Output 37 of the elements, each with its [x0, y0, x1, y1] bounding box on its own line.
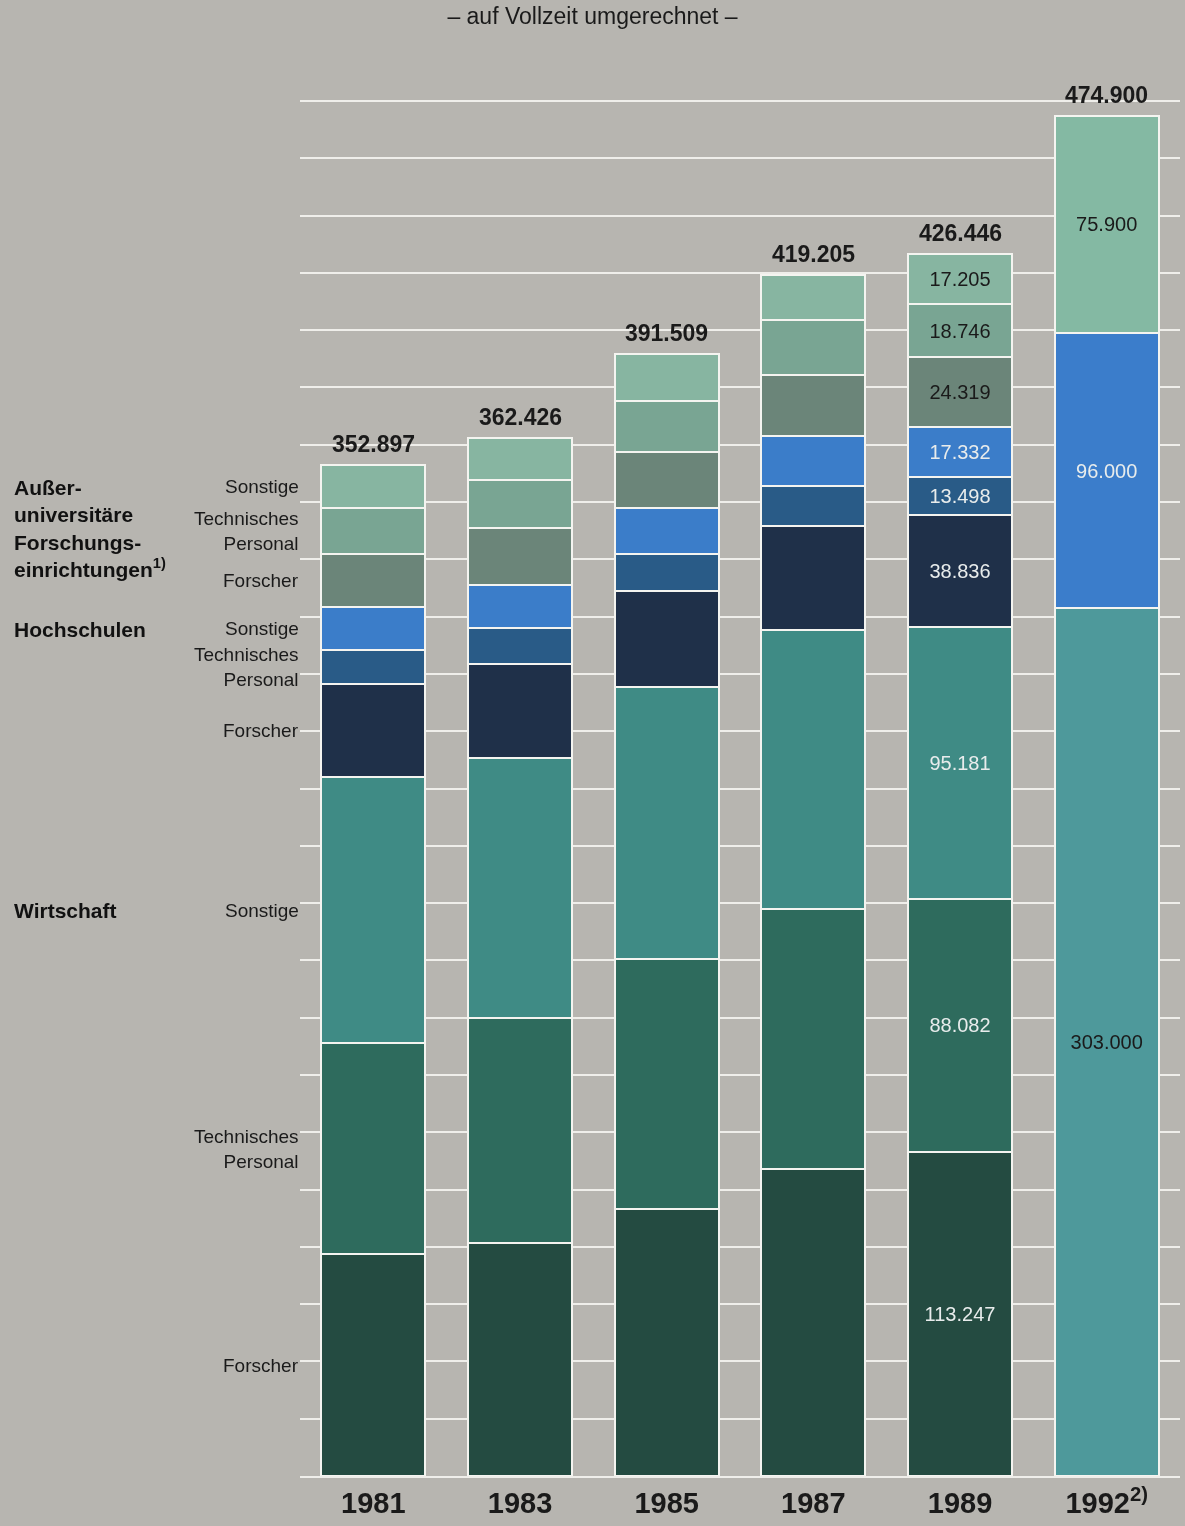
total-label: 352.897	[332, 431, 416, 457]
data-label: 303.000	[1070, 1031, 1143, 1054]
total-label: 391.509	[625, 320, 709, 346]
text: Hochschulen	[14, 618, 146, 641]
series-label: Sonstige	[225, 476, 299, 497]
text: Außer- universitäre Forschungs- einrichtungen$^{1)}$	[14, 476, 167, 581]
series-label: Technisches Personal	[194, 644, 299, 690]
data-label: 17.332	[929, 440, 991, 463]
x-tick-label: 1985	[634, 1486, 699, 1519]
series-label: Forscher	[223, 570, 299, 591]
total-label: 474.900	[1065, 82, 1149, 108]
series-label: Sonstige	[225, 900, 299, 921]
x-tick-label: 1981	[341, 1486, 406, 1519]
series-label: Technisches Personal	[194, 1126, 299, 1172]
total-label: 419.205	[772, 241, 856, 267]
data-label: 13.498	[929, 485, 991, 508]
x-tick-label: 1992$^{2)}$	[1065, 1482, 1148, 1519]
x-tick-label: 1989	[927, 1486, 993, 1519]
series-label: Sonstige	[225, 618, 299, 639]
data-label: 18.746	[929, 319, 991, 342]
data-label: 24.319	[929, 381, 991, 404]
data-label: 88.082	[929, 1014, 991, 1037]
series-label: Technisches Personal	[194, 508, 299, 554]
x-tick-label: 1983	[487, 1486, 553, 1519]
data-label: 95.181	[929, 751, 991, 774]
data-label: 38.836	[929, 559, 991, 582]
data-label: 75.900	[1076, 213, 1138, 236]
data-label: 113.247	[924, 1302, 996, 1325]
text: Wirtschaft	[14, 899, 117, 922]
total-label: 426.446	[919, 220, 1003, 246]
x-tick-label: 1987	[781, 1486, 846, 1519]
series-label: Forscher	[223, 1355, 299, 1376]
data-label: 96.000	[1076, 459, 1138, 482]
total-label: 362.426	[479, 404, 563, 430]
chart-title: – auf Vollzeit umgerechnet –	[447, 2, 738, 29]
data-label: 17.205	[929, 268, 991, 291]
series-label: Forscher	[223, 720, 299, 741]
